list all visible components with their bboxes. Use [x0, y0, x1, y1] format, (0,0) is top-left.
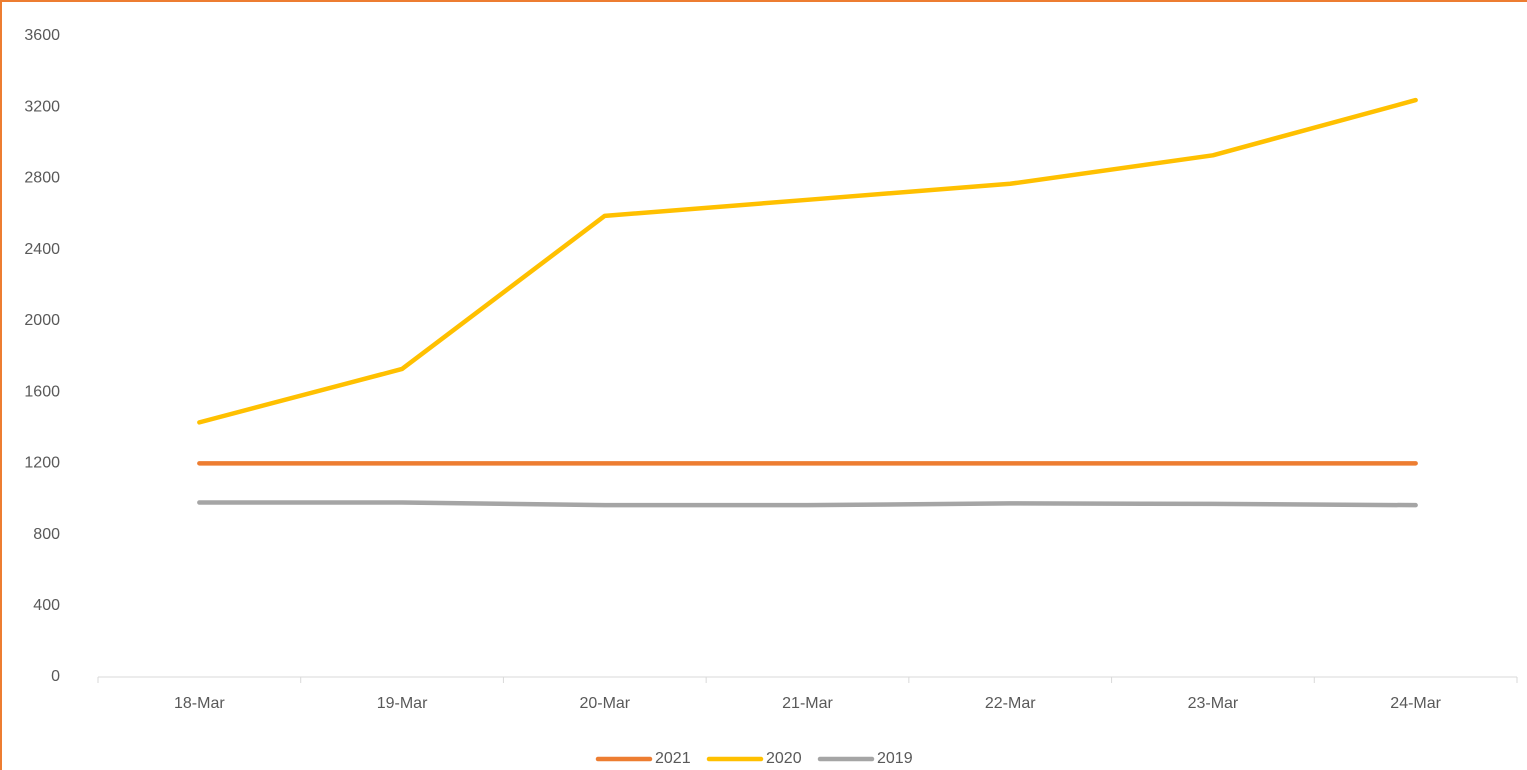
y-tick-label: 0 [51, 668, 60, 685]
y-tick-label: 1600 [24, 383, 60, 400]
line-series [197, 97, 1418, 425]
y-tick-label: 2400 [24, 241, 60, 258]
x-tick-label: 21-Mar [782, 695, 833, 712]
y-tick-label: 800 [33, 526, 60, 543]
x-tick-label: 22-Mar [985, 695, 1036, 712]
y-tick-label: 3600 [24, 27, 60, 44]
line-series [197, 500, 1418, 508]
x-tick-label: 23-Mar [1188, 695, 1239, 712]
legend-label: 2021 [655, 750, 691, 767]
y-tick-label: 2000 [24, 312, 60, 329]
legend-label: 2020 [766, 750, 802, 767]
x-tick-label: 19-Mar [377, 695, 428, 712]
y-tick-label: 400 [33, 597, 60, 614]
y-tick-label: 1200 [24, 455, 60, 472]
x-tick-label: 18-Mar [174, 695, 225, 712]
x-tick-label: 24-Mar [1390, 695, 1441, 712]
y-tick-label: 3200 [24, 98, 60, 115]
y-tick-label: 2800 [24, 170, 60, 187]
x-tick-label: 20-Mar [579, 695, 630, 712]
legend-label: 2019 [877, 750, 913, 767]
